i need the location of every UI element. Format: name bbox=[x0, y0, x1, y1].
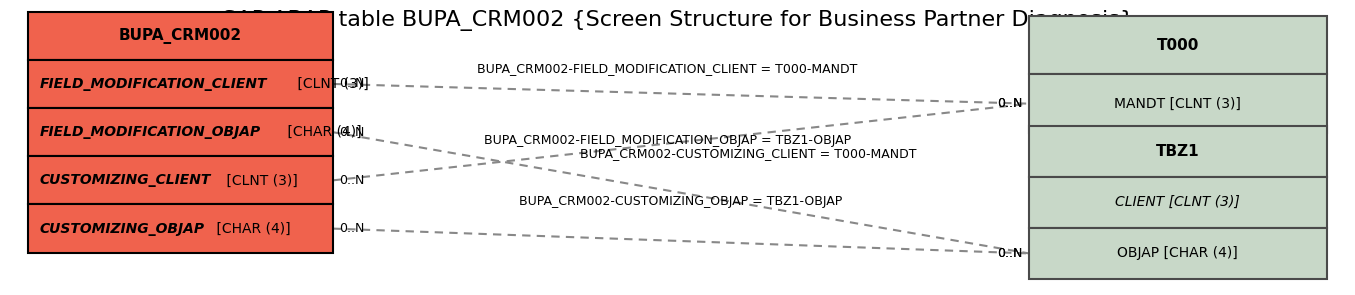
Text: FIELD_MODIFICATION_OBJAP: FIELD_MODIFICATION_OBJAP bbox=[39, 125, 260, 139]
Text: [CHAR (4)]: [CHAR (4)] bbox=[283, 125, 362, 139]
Text: BUPA_CRM002-CUSTOMIZING_OBJAP = TBZ1-OBJAP: BUPA_CRM002-CUSTOMIZING_OBJAP = TBZ1-OBJ… bbox=[519, 195, 843, 208]
Text: TBZ1: TBZ1 bbox=[1156, 144, 1199, 159]
Text: 0..N: 0..N bbox=[340, 174, 364, 187]
Text: BUPA_CRM002: BUPA_CRM002 bbox=[119, 28, 243, 44]
Text: [CLNT (3)]: [CLNT (3)] bbox=[293, 77, 369, 91]
Text: FIELD_MODIFICATION_CLIENT: FIELD_MODIFICATION_CLIENT bbox=[39, 77, 267, 91]
FancyBboxPatch shape bbox=[28, 12, 333, 60]
Text: 0..N: 0..N bbox=[997, 97, 1022, 110]
Text: BUPA_CRM002-FIELD_MODIFICATION_CLIENT = T000-MANDT: BUPA_CRM002-FIELD_MODIFICATION_CLIENT = … bbox=[477, 62, 858, 75]
Text: BUPA_CRM002-CUSTOMIZING_CLIENT = T000-MANDT: BUPA_CRM002-CUSTOMIZING_CLIENT = T000-MA… bbox=[580, 147, 917, 160]
Text: OBJAP [CHAR (4)]: OBJAP [CHAR (4)] bbox=[1118, 246, 1238, 260]
Text: 0..N: 0..N bbox=[340, 126, 364, 139]
Text: BUPA_CRM002-FIELD_MODIFICATION_OBJAP = TBZ1-OBJAP: BUPA_CRM002-FIELD_MODIFICATION_OBJAP = T… bbox=[484, 134, 851, 147]
Text: CUSTOMIZING_CLIENT: CUSTOMIZING_CLIENT bbox=[39, 173, 210, 187]
FancyBboxPatch shape bbox=[28, 204, 333, 253]
Text: 0..N: 0..N bbox=[340, 78, 364, 91]
FancyBboxPatch shape bbox=[1028, 74, 1327, 133]
FancyBboxPatch shape bbox=[1028, 228, 1327, 279]
Text: 0..N: 0..N bbox=[997, 247, 1022, 260]
FancyBboxPatch shape bbox=[1028, 126, 1327, 177]
Text: [CHAR (4)]: [CHAR (4)] bbox=[211, 222, 290, 236]
Text: CUSTOMIZING_OBJAP: CUSTOMIZING_OBJAP bbox=[39, 222, 205, 236]
Text: 0..N: 0..N bbox=[997, 97, 1022, 110]
Text: T000: T000 bbox=[1157, 38, 1199, 53]
FancyBboxPatch shape bbox=[1028, 177, 1327, 228]
Text: 0..N: 0..N bbox=[997, 247, 1022, 260]
FancyBboxPatch shape bbox=[28, 108, 333, 156]
Text: MANDT [CLNT (3)]: MANDT [CLNT (3)] bbox=[1114, 97, 1241, 111]
Text: CLIENT [CLNT (3)]: CLIENT [CLNT (3)] bbox=[1115, 195, 1240, 209]
Text: [CLNT (3)]: [CLNT (3)] bbox=[222, 173, 298, 187]
Text: 0..N: 0..N bbox=[340, 222, 364, 235]
Text: SAP ABAP table BUPA_CRM002 {Screen Structure for Business Partner Diagnosis}: SAP ABAP table BUPA_CRM002 {Screen Struc… bbox=[221, 10, 1134, 31]
FancyBboxPatch shape bbox=[28, 156, 333, 204]
FancyBboxPatch shape bbox=[1028, 16, 1327, 74]
FancyBboxPatch shape bbox=[28, 60, 333, 108]
